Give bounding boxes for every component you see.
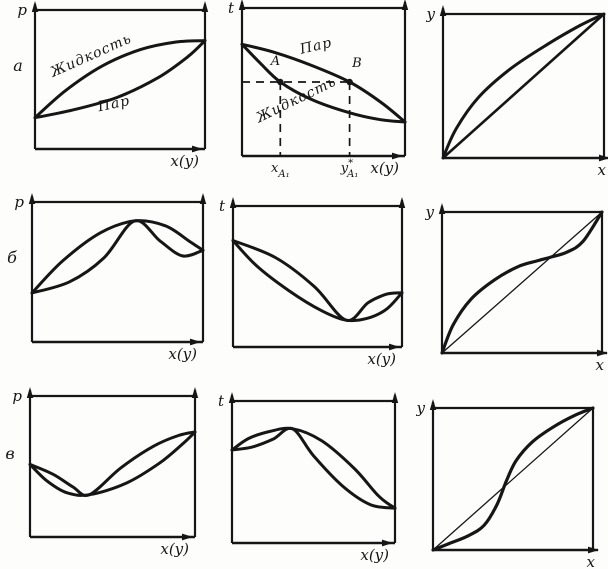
x-axis-label: x(y) <box>367 350 396 368</box>
y-axis-label: y <box>425 203 435 221</box>
x-axis-arrowhead <box>382 539 393 547</box>
y-axis-arrowhead <box>439 5 447 16</box>
y-axis-arrowhead <box>28 193 36 204</box>
x-axis-arrowhead <box>389 343 400 351</box>
panel-row-a-t-x: A B Пар Жидкость t x(y) xA₁ y* A₁ <box>228 0 409 180</box>
x-axis-label: x(y) <box>168 345 197 363</box>
y-axis-label: t <box>219 197 226 215</box>
y-axis-label: t <box>228 0 235 17</box>
y-axis-label: p <box>17 1 27 19</box>
panel-row-a-y-x: yx <box>426 5 608 179</box>
panel-row-b-y-x: yx <box>425 203 608 374</box>
curve-liquid <box>28 430 197 497</box>
x-axis-arrowhead <box>182 533 193 541</box>
y-axis-arrowhead <box>229 197 237 208</box>
curve-liquid <box>240 42 407 124</box>
row-label-v: в <box>5 444 15 463</box>
right-edge-arrowhead <box>201 1 209 12</box>
x-axis-label: x <box>598 161 607 179</box>
panel-row-b-t-x: t x(y) <box>219 197 406 368</box>
right-edge-arrowhead <box>391 392 399 403</box>
row-label-b: б <box>7 248 17 267</box>
x-tick-label: xA₁ <box>271 161 290 180</box>
curve-liquid <box>231 239 404 323</box>
y-axis-arrowhead <box>26 387 34 398</box>
panel-row-v-y-x: yx <box>416 399 599 569</box>
x-axis-arrowhead <box>192 145 203 153</box>
right-edge-arrowhead <box>398 197 406 208</box>
curve-diagonal <box>432 407 594 551</box>
y-axis-arrowhead <box>31 1 39 12</box>
y-axis-label: y <box>416 399 426 417</box>
curve-diagonal <box>441 211 603 354</box>
y-axis-arrowhead <box>228 392 236 403</box>
curve-liquid <box>30 219 205 295</box>
curve-equilibrium <box>431 406 595 552</box>
right-edge-arrowhead <box>401 0 409 10</box>
x-axis-label: x <box>596 356 605 374</box>
y-axis-label: t <box>218 392 225 410</box>
y-axis-arrowhead <box>238 0 246 10</box>
curve-equilibrium <box>441 12 606 160</box>
right-edge-arrowhead <box>199 193 207 204</box>
y-axis-label: p <box>14 193 24 211</box>
x-axis-label: x(y) <box>160 540 189 558</box>
curve-liquid <box>33 39 207 120</box>
curve-vapor <box>28 430 197 497</box>
x-axis-label: x(y) <box>370 159 399 177</box>
y-axis-arrowhead <box>429 399 437 410</box>
panel-row-v-p-x: p x(y) <box>12 387 199 558</box>
x-axis-label: x(y) <box>170 152 199 170</box>
curve-label: Жидкость <box>253 74 339 127</box>
point-B-label: B <box>351 56 362 71</box>
panel-row-v-t-x: t x(y) <box>218 392 399 564</box>
curve-vapor <box>240 42 407 124</box>
point-A-marker <box>277 78 284 86</box>
y-axis-label: p <box>12 387 22 405</box>
y-axis-label: y <box>426 5 436 23</box>
point-B-marker <box>346 78 353 86</box>
panel-row-b-p-x: p x(y) <box>14 193 207 363</box>
x-axis-arrowhead <box>190 338 201 346</box>
right-edge-arrowhead <box>191 387 199 398</box>
curve-liquid <box>230 426 397 510</box>
curve-vapor <box>33 39 207 120</box>
curve-vapor <box>30 219 205 295</box>
curve-diagonal <box>441 12 606 160</box>
curve-vapor <box>230 426 397 510</box>
x-axis-label: x <box>587 553 596 569</box>
curve-label: Пар <box>96 93 132 116</box>
y-axis-arrowhead <box>438 203 446 214</box>
x-axis-arrowhead <box>599 154 608 162</box>
x-axis-arrowhead <box>588 546 599 554</box>
x-tick-label: y* A₁ <box>340 158 359 180</box>
row-label-a: а <box>13 56 23 75</box>
x-axis-arrowhead <box>392 152 403 160</box>
curve-label: Пар <box>297 35 333 58</box>
x-axis-arrowhead <box>597 349 608 357</box>
curve-equilibrium <box>440 210 604 355</box>
x-axis-label: x(y) <box>360 546 389 564</box>
point-A-label: A <box>270 54 280 69</box>
